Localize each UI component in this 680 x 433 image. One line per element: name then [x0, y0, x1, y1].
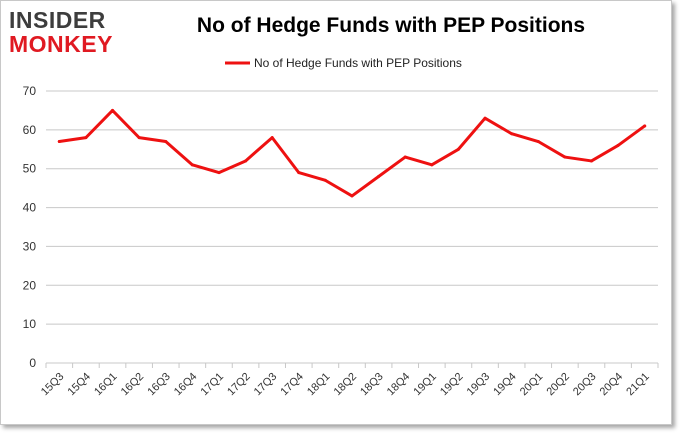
x-tick-label: 15Q3 — [39, 371, 67, 399]
x-tick-label: 19Q3 — [465, 371, 493, 399]
x-tick-label: 20Q2 — [544, 371, 572, 399]
x-tick-label: 18Q3 — [358, 371, 386, 399]
x-tick-label: 21Q1 — [624, 371, 652, 399]
x-tick-label: 16Q1 — [92, 371, 120, 399]
x-tick-label: 17Q1 — [199, 371, 227, 399]
data-point — [57, 140, 61, 144]
x-tick-label: 20Q1 — [518, 371, 546, 399]
data-point — [270, 136, 274, 140]
x-tick-label: 16Q4 — [172, 371, 200, 399]
x-tick-label: 16Q3 — [145, 371, 173, 399]
data-point — [217, 171, 221, 175]
x-tick-label: 18Q1 — [305, 371, 333, 399]
x-tick-label: 17Q2 — [225, 371, 253, 399]
data-point — [403, 155, 407, 159]
data-point — [589, 159, 593, 163]
data-point — [456, 147, 460, 151]
data-point — [297, 171, 301, 175]
x-tick-label: 17Q4 — [278, 371, 306, 399]
data-point — [430, 163, 434, 167]
y-tick-label: 60 — [23, 123, 37, 137]
data-point — [244, 159, 248, 163]
legend-label: No of Hedge Funds with PEP Positions — [254, 56, 462, 70]
y-tick-label: 10 — [23, 317, 37, 331]
x-tick-label: 15Q4 — [66, 371, 94, 399]
x-tick-label: 17Q3 — [252, 371, 280, 399]
y-tick-label: 0 — [29, 356, 36, 370]
data-point — [536, 140, 540, 144]
data-point — [137, 136, 141, 140]
insider-monkey-logo: INSIDER MONKEY — [9, 7, 129, 63]
data-point — [190, 163, 194, 167]
y-tick-label: 20 — [23, 278, 37, 292]
data-point — [643, 124, 647, 128]
x-tick-label: 18Q2 — [332, 371, 360, 399]
data-point — [510, 132, 514, 136]
x-tick-label: 19Q2 — [438, 371, 466, 399]
y-tick-label: 50 — [23, 162, 37, 176]
x-tick-label: 20Q4 — [598, 371, 626, 399]
data-point — [111, 108, 115, 112]
x-tick-label: 16Q2 — [119, 371, 147, 399]
y-tick-label: 30 — [23, 239, 37, 253]
data-point — [616, 143, 620, 147]
data-point — [164, 140, 168, 144]
x-tick-label: 19Q1 — [411, 371, 439, 399]
x-tick-label: 19Q4 — [491, 371, 519, 399]
data-point — [563, 155, 567, 159]
logo-line-2: MONKEY — [9, 31, 113, 57]
chart-frame: INSIDER MONKEY No of Hedge Funds with PE… — [0, 0, 672, 425]
data-point — [483, 116, 487, 120]
data-point — [323, 178, 327, 182]
series-line — [57, 108, 647, 198]
y-tick-label: 40 — [23, 201, 37, 215]
x-tick-label: 18Q4 — [385, 371, 413, 399]
data-point — [84, 136, 88, 140]
y-tick-label: 70 — [23, 84, 37, 98]
data-point — [350, 194, 354, 198]
data-point — [377, 174, 381, 178]
logo-line-1: INSIDER — [9, 7, 106, 33]
x-tick-label: 20Q3 — [571, 371, 599, 399]
chart-title: No of Hedge Funds with PEP Positions — [196, 14, 586, 37]
